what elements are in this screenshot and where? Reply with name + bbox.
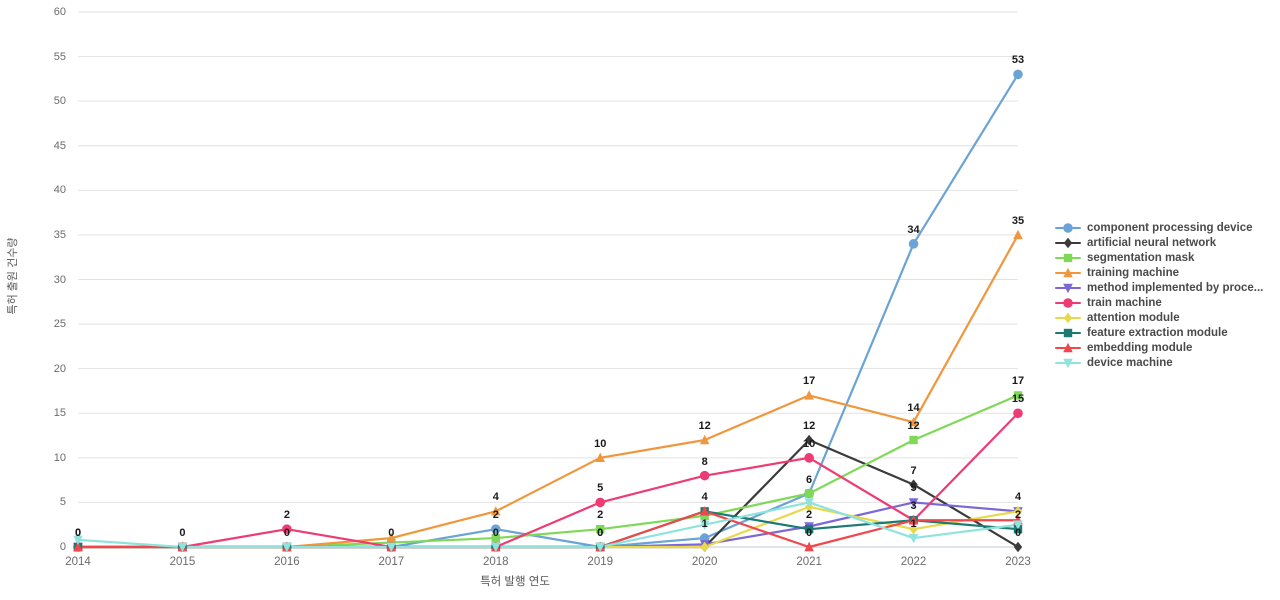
x-tick-label: 2020 [691,556,718,568]
x-tick-label: 2015 [169,556,196,568]
legend-marker-icon [1055,326,1081,340]
x-tick-label: 2014 [65,556,91,568]
legend-item-device-machine[interactable]: device machine [1055,355,1280,370]
legend-marker-icon [1055,311,1081,325]
y-tick-label: 35 [53,228,66,241]
legend-marker-icon [1055,356,1081,370]
x-axis-title: 특허 발행 연도 [480,576,550,588]
x-tick-label: 2017 [378,556,405,568]
y-tick-label: 55 [53,50,66,63]
legend-marker-icon [1055,296,1081,310]
chart-legend: component processing device artificial ne… [1055,220,1280,370]
series-markers [73,69,1023,553]
x-tick-label: 2019 [587,556,614,568]
y-axis-title: 특허 출원 건수량 [7,237,19,315]
legend-marker-icon [1055,221,1081,235]
legend-marker-icon [1055,281,1081,295]
legend-item-train-machine[interactable]: train machine [1055,295,1280,310]
legend-item-label: segmentation mask [1087,251,1195,264]
y-tick-label: 45 [53,139,66,152]
legend-item-artificial-neural-network[interactable]: artificial neural network [1055,235,1280,250]
legend-item-segmentation-mask[interactable]: segmentation mask [1055,250,1280,265]
legend-marker-icon [1055,341,1081,355]
legend-item-attention-module[interactable]: attention module [1055,310,1280,325]
legend-item-feature-extraction-module[interactable]: feature extraction module [1055,325,1280,340]
x-tick-label: 2018 [482,556,509,568]
legend-item-training-machine[interactable]: training machine [1055,265,1280,280]
series-lines [76,73,1020,549]
gridlines [78,11,1018,548]
y-tick-label: 10 [53,451,66,464]
legend-marker-icon [1055,266,1081,280]
y-tick-label: 60 [53,6,66,18]
legend-item-method-implemented-by-proce[interactable]: method implemented by proce... [1055,280,1280,295]
legend-item-label: embedding module [1087,341,1193,354]
plot-canvas [73,11,1023,553]
y-tick-label: 5 [59,496,66,509]
legend-item-label: artificial neural network [1087,236,1217,249]
y-tick-label: 30 [53,273,66,286]
legend-item-component-processing-device[interactable]: component processing device [1055,220,1280,235]
y-tick-label: 50 [53,95,66,108]
legend-item-label: feature extraction module [1087,326,1228,339]
legend-item-label: training machine [1087,266,1180,279]
legend-item-label: component processing device [1087,221,1253,234]
y-tick-label: 25 [53,318,66,331]
legend-marker-icon [1055,236,1081,250]
legend-marker-icon [1055,251,1081,265]
x-tick-label: 2022 [900,556,927,568]
x-tick-label: 2021 [796,556,822,568]
y-tick-label: 15 [53,407,66,420]
y-tick-label: 20 [53,362,66,375]
line-chart: 0 5 10 15 20 25 30 35 40 45 50 55 60 2014 2015 2016 201… [7,6,1031,588]
y-tick-label: 0 [59,541,66,553]
x-tick-label: 2016 [274,556,300,568]
legend-item-label: method implemented by proce... [1087,281,1264,294]
legend-item-embedding-module[interactable]: embedding module [1055,340,1280,355]
legend-item-label: device machine [1087,356,1173,369]
y-tick-label: 40 [53,184,66,197]
legend-item-label: attention module [1087,311,1180,324]
legend-item-label: train machine [1087,296,1162,309]
x-tick-label: 2023 [1005,556,1031,568]
